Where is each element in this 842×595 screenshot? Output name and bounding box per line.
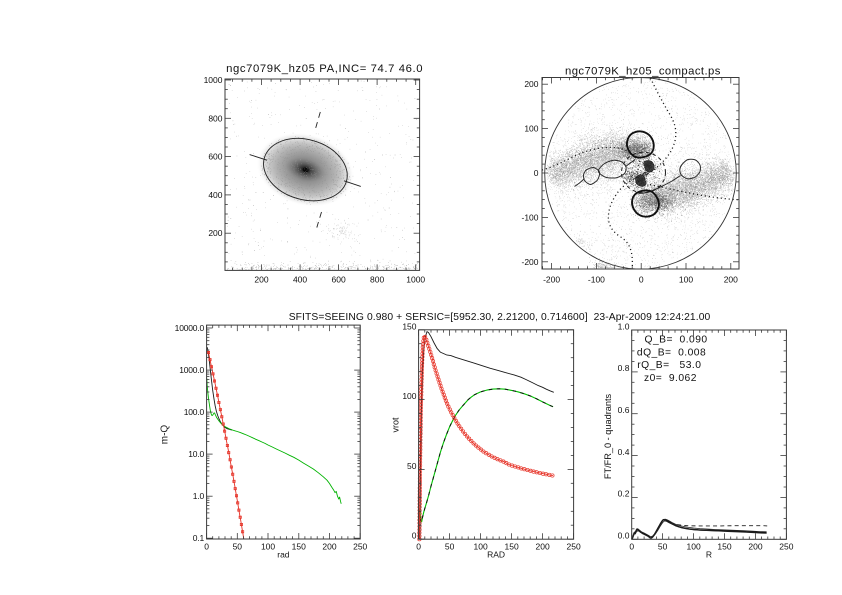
- svg-text:0: 0: [412, 531, 417, 541]
- svg-text:50: 50: [658, 542, 668, 552]
- svg-text:100: 100: [524, 124, 538, 134]
- svg-text:m-Q: m-Q: [160, 425, 171, 445]
- svg-text:rQ_B= 53.0: rQ_B= 53.0: [637, 360, 701, 371]
- svg-text:250: 250: [779, 542, 793, 552]
- svg-text:rad: rad: [277, 550, 290, 560]
- svg-text:100: 100: [402, 391, 416, 401]
- svg-text:FT/FR_0 - quadrants: FT/FR_0 - quadrants: [603, 393, 613, 479]
- svg-text:-200: -200: [543, 274, 560, 284]
- svg-text:z0= 9.062: z0= 9.062: [641, 373, 697, 384]
- svg-text:10.0: 10.0: [188, 449, 204, 459]
- svg-text:800: 800: [370, 274, 384, 284]
- svg-text:600: 600: [332, 274, 346, 284]
- svg-text:100: 100: [679, 274, 693, 284]
- svg-text:0: 0: [534, 168, 539, 178]
- svg-text:400: 400: [293, 274, 307, 284]
- svg-text:0: 0: [639, 274, 644, 284]
- svg-text:1000: 1000: [204, 75, 223, 85]
- svg-text:200: 200: [322, 542, 336, 552]
- svg-text:100: 100: [474, 542, 488, 552]
- svg-text:150: 150: [292, 542, 306, 552]
- svg-text:1000: 1000: [406, 274, 425, 284]
- svg-text:1.0: 1.0: [618, 321, 630, 331]
- svg-text:-100: -100: [588, 274, 605, 284]
- svg-text:Q_B= 0.090: Q_B= 0.090: [641, 334, 707, 345]
- svg-text:0.8: 0.8: [618, 363, 630, 373]
- svg-text:10000.0: 10000.0: [175, 323, 205, 333]
- svg-text:200: 200: [254, 274, 268, 284]
- svg-text:200: 200: [208, 228, 222, 238]
- svg-text:-100: -100: [521, 212, 538, 222]
- svg-text:250: 250: [353, 542, 367, 552]
- svg-text:150: 150: [505, 542, 519, 552]
- svg-text:100: 100: [261, 542, 275, 552]
- svg-text:150: 150: [402, 321, 416, 331]
- svg-text:1000.0: 1000.0: [179, 365, 204, 375]
- svg-text:ngc7079K_hz05 PA,INC= 74.7 46.: ngc7079K_hz05 PA,INC= 74.7 46.0: [226, 63, 423, 75]
- svg-text:0: 0: [204, 542, 209, 552]
- svg-text:100.0: 100.0: [184, 407, 205, 417]
- svg-text:50: 50: [407, 461, 417, 471]
- svg-text:150: 150: [717, 542, 731, 552]
- svg-text:0.0: 0.0: [618, 531, 630, 541]
- svg-text:250: 250: [567, 542, 581, 552]
- svg-text:0: 0: [416, 542, 421, 552]
- svg-text:vrot: vrot: [391, 417, 401, 433]
- svg-text:0.2: 0.2: [618, 489, 630, 499]
- svg-text:0.6: 0.6: [618, 405, 630, 415]
- svg-text:R: R: [706, 550, 712, 560]
- svg-text:200: 200: [748, 542, 762, 552]
- svg-text:400: 400: [208, 190, 222, 200]
- svg-text:600: 600: [208, 152, 222, 162]
- svg-text:ngc7079K_hz05_compact.ps: ngc7079K_hz05_compact.ps: [565, 66, 721, 78]
- svg-text:SFITS=SEEING 0.980 + SERSIC=[5: SFITS=SEEING 0.980 + SERSIC=[5952.30, 2.…: [289, 312, 711, 323]
- svg-text:200: 200: [536, 542, 550, 552]
- svg-text:0.4: 0.4: [618, 447, 630, 457]
- svg-text:200: 200: [524, 79, 538, 89]
- svg-text:1.0: 1.0: [193, 491, 205, 501]
- svg-text:0.1: 0.1: [193, 533, 205, 543]
- svg-text:100: 100: [686, 542, 700, 552]
- svg-text:0: 0: [629, 542, 634, 552]
- svg-text:50: 50: [233, 542, 243, 552]
- svg-text:-200: -200: [521, 257, 538, 267]
- svg-text:200: 200: [724, 274, 738, 284]
- svg-text:dQ_B= 0.008: dQ_B= 0.008: [637, 347, 706, 358]
- svg-text:800: 800: [208, 113, 222, 123]
- svg-text:50: 50: [445, 542, 455, 552]
- svg-text:RAD: RAD: [487, 550, 505, 560]
